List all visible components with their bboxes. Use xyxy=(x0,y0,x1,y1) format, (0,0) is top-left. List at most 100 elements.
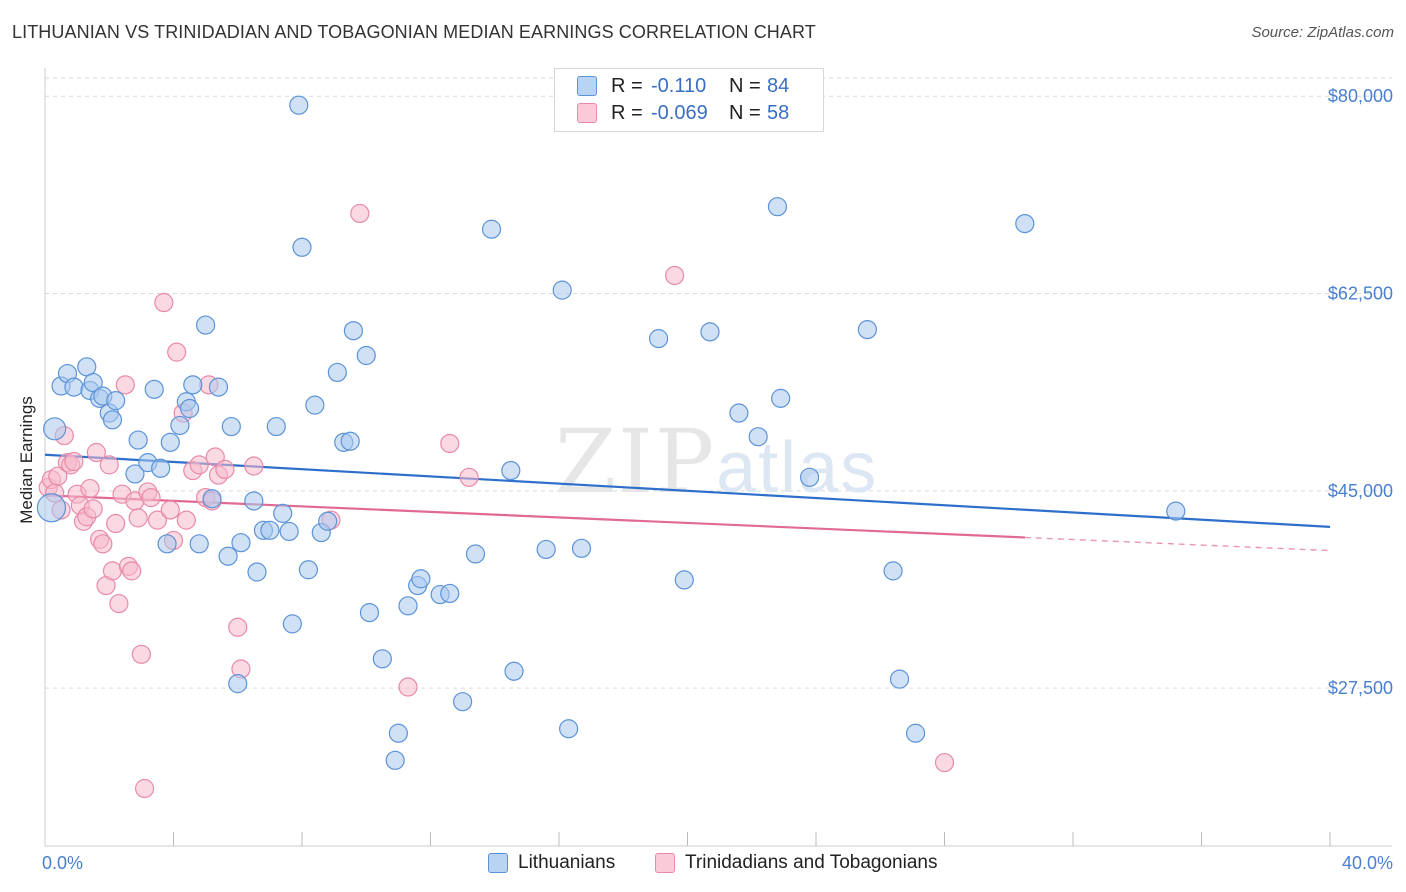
data-point-blue xyxy=(298,560,319,580)
data-point-blue xyxy=(279,521,299,542)
data-point-blue xyxy=(266,416,286,437)
data-point-blue xyxy=(465,544,486,564)
data-point-blue xyxy=(318,511,338,531)
data-point-blue xyxy=(221,416,241,437)
data-point-blue xyxy=(440,583,460,604)
data-point-pink xyxy=(244,456,264,476)
legend-row-trinidadians: R = -0.069 N = 58 xyxy=(555,100,789,126)
legend-r-label: R = xyxy=(611,74,643,97)
grid-lines xyxy=(45,77,1392,689)
data-point-pink xyxy=(154,292,174,313)
data-point-pink xyxy=(102,561,123,581)
data-point-blue xyxy=(218,546,238,566)
data-point-blue xyxy=(151,458,171,478)
data-point-blue xyxy=(767,197,788,217)
data-point-blue xyxy=(700,322,720,342)
data-point-blue xyxy=(559,719,579,739)
data-point-blue xyxy=(125,464,145,484)
data-point-blue xyxy=(571,538,592,558)
legend-n-value: 84 xyxy=(767,74,790,97)
x-tick-label-right: 40.0% xyxy=(1342,853,1393,873)
data-point-blue xyxy=(170,415,190,436)
data-point-blue xyxy=(64,377,84,397)
legend-r-value: -0.069 xyxy=(651,101,708,124)
data-point-blue xyxy=(273,503,293,523)
data-point-pink xyxy=(128,508,148,528)
data-point-blue xyxy=(157,534,177,554)
data-point-blue xyxy=(208,377,229,397)
legend-swatch-blue xyxy=(488,853,508,873)
legend-r-label: R = xyxy=(611,101,643,124)
watermark: ZIPatlas xyxy=(555,410,878,513)
legend-item-trinidadians[interactable]: Trinidadians and Tobagonians xyxy=(655,852,937,874)
data-point-blue xyxy=(160,432,180,452)
data-point-blue xyxy=(244,491,264,511)
data-point-blue xyxy=(228,674,248,694)
data-point-blue xyxy=(144,379,164,399)
legend-n-label: N = xyxy=(729,101,761,124)
data-point-blue xyxy=(305,395,325,415)
data-point-blue xyxy=(411,569,431,589)
data-point-blue xyxy=(799,467,820,487)
y-tick-label: $45,000 xyxy=(1328,481,1393,501)
data-point-blue xyxy=(857,319,878,340)
data-point-pink xyxy=(109,593,129,614)
data-point-pink xyxy=(228,617,248,637)
legend-label-lithuanians: Lithuanians xyxy=(518,852,616,873)
data-point-blue xyxy=(282,614,302,634)
tick-labels: $80,000 $62,500 $45,000 $27,500 0.0% 40.0% xyxy=(42,86,1393,873)
data-point-blue xyxy=(536,539,556,560)
data-point-pink xyxy=(80,478,100,499)
watermark-zip: ZIP xyxy=(555,410,716,513)
trend-line-dashed-pink xyxy=(1024,536,1331,552)
series-trinidadian-points xyxy=(38,203,955,799)
data-point-pink xyxy=(440,433,460,454)
data-point-blue xyxy=(128,430,148,450)
series-lithuanian-points xyxy=(36,95,1186,770)
chart-title: LITHUANIAN VS TRINIDADIAN AND TOBAGONIAN… xyxy=(12,22,816,42)
data-point-pink xyxy=(665,265,685,286)
data-point-pink xyxy=(167,342,187,362)
y-tick-label: $27,500 xyxy=(1328,678,1393,698)
data-point-pink xyxy=(141,487,161,508)
data-point-blue xyxy=(247,562,267,582)
axes xyxy=(44,68,1392,847)
data-point-blue xyxy=(1015,214,1035,234)
data-point-blue xyxy=(771,388,791,408)
data-point-blue xyxy=(501,460,521,481)
data-point-pink xyxy=(459,467,479,487)
legend-swatch-pink xyxy=(577,103,597,123)
data-point-blue xyxy=(102,410,123,430)
data-point-blue xyxy=(889,669,910,689)
stats-legend: R = -0.110 N = 84 R = -0.069 N = 58 xyxy=(554,68,824,132)
data-point-pink xyxy=(83,499,103,519)
legend-swatch-blue xyxy=(577,76,597,96)
data-point-blue xyxy=(648,329,669,349)
data-point-pink xyxy=(398,677,418,697)
data-point-blue xyxy=(343,321,363,341)
data-point-pink xyxy=(99,455,119,475)
data-point-pink xyxy=(350,203,370,224)
data-point-pink xyxy=(115,375,135,395)
data-point-pink xyxy=(122,561,142,581)
data-point-blue xyxy=(106,391,126,411)
data-point-pink xyxy=(131,644,151,664)
data-point-blue xyxy=(196,315,216,335)
legend-item-lithuanians[interactable]: Lithuanians xyxy=(488,852,615,874)
data-point-blue xyxy=(453,692,473,712)
data-point-blue xyxy=(481,219,502,239)
data-point-blue xyxy=(385,750,405,770)
data-point-pink xyxy=(106,513,126,534)
data-point-pink xyxy=(176,510,196,530)
y-tick-label: $62,500 xyxy=(1328,284,1393,304)
y-axis-label: Median Earnings xyxy=(17,396,36,524)
data-point-blue xyxy=(372,649,392,669)
data-point-blue xyxy=(674,570,694,590)
data-point-blue xyxy=(340,431,360,451)
data-point-blue xyxy=(552,280,572,300)
x-tick-label-left: 0.0% xyxy=(42,853,83,873)
data-point-pink xyxy=(215,459,235,480)
data-point-pink xyxy=(48,466,68,486)
data-point-blue xyxy=(292,237,312,257)
